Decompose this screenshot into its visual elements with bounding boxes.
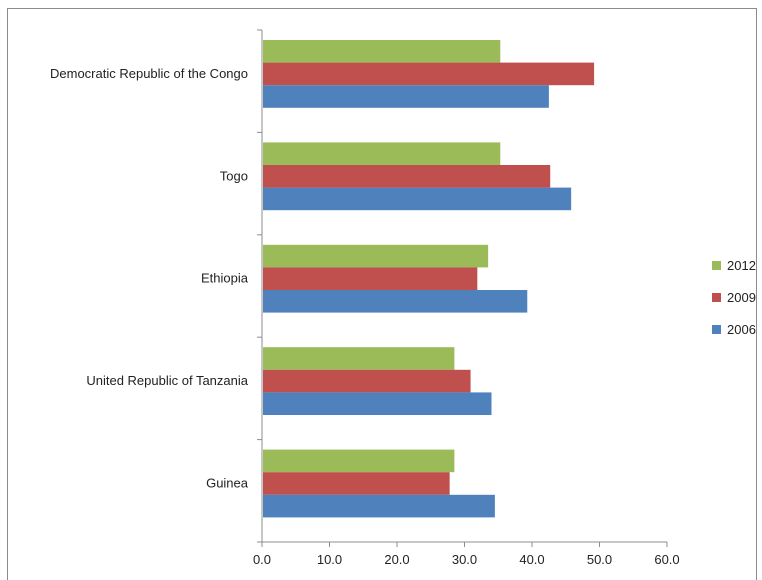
legend-swatch-2012 xyxy=(712,261,721,270)
x-tick-label: 50.0 xyxy=(587,552,612,567)
x-tick-label: 10.0 xyxy=(317,552,342,567)
chart-legend: 2012 2009 2006 xyxy=(712,258,756,337)
x-tick-label: 60.0 xyxy=(654,552,679,567)
x-tick-labels: 0.0 10.0 20.0 30.0 40.0 50.0 60.0 xyxy=(253,552,680,567)
legend-label-2012: 2012 xyxy=(727,258,756,273)
x-tick-label: 0.0 xyxy=(253,552,271,567)
category-label: Democratic Republic of the Congo xyxy=(50,66,248,81)
bar-2009 xyxy=(263,165,551,188)
category-label: Ethiopia xyxy=(201,271,249,286)
bar-2009 xyxy=(263,267,478,290)
chart-frame xyxy=(7,8,757,580)
bar-2006 xyxy=(263,290,528,313)
bar-2012 xyxy=(263,449,455,473)
bar-2009 xyxy=(263,472,450,495)
bar-2009 xyxy=(263,62,595,86)
bar-2006 xyxy=(263,85,549,108)
bar-2012 xyxy=(263,40,501,63)
legend-label-2009: 2009 xyxy=(727,290,756,305)
x-tick-label: 30.0 xyxy=(452,552,477,567)
bar-2012 xyxy=(263,347,455,370)
category-label: Guinea xyxy=(206,476,249,491)
category-labels: Guinea United Republic of Tanzania Ethiopi… xyxy=(50,66,249,491)
bar-2009 xyxy=(263,369,471,393)
legend-swatch-2006 xyxy=(712,325,721,334)
bar-2012 xyxy=(263,142,501,165)
bar-2006 xyxy=(263,392,492,415)
bar-2006 xyxy=(263,187,572,211)
chart-axes xyxy=(257,29,668,547)
chart-bars xyxy=(263,40,595,518)
x-tick-label: 20.0 xyxy=(384,552,409,567)
category-label: Togo xyxy=(220,168,248,183)
legend-label-2006: 2006 xyxy=(727,322,756,337)
bar-2006 xyxy=(263,494,495,518)
x-tick-label: 40.0 xyxy=(519,552,544,567)
bar-2012 xyxy=(263,244,489,268)
legend-swatch-2009 xyxy=(712,293,721,302)
category-label: United Republic of Tanzania xyxy=(86,373,248,388)
